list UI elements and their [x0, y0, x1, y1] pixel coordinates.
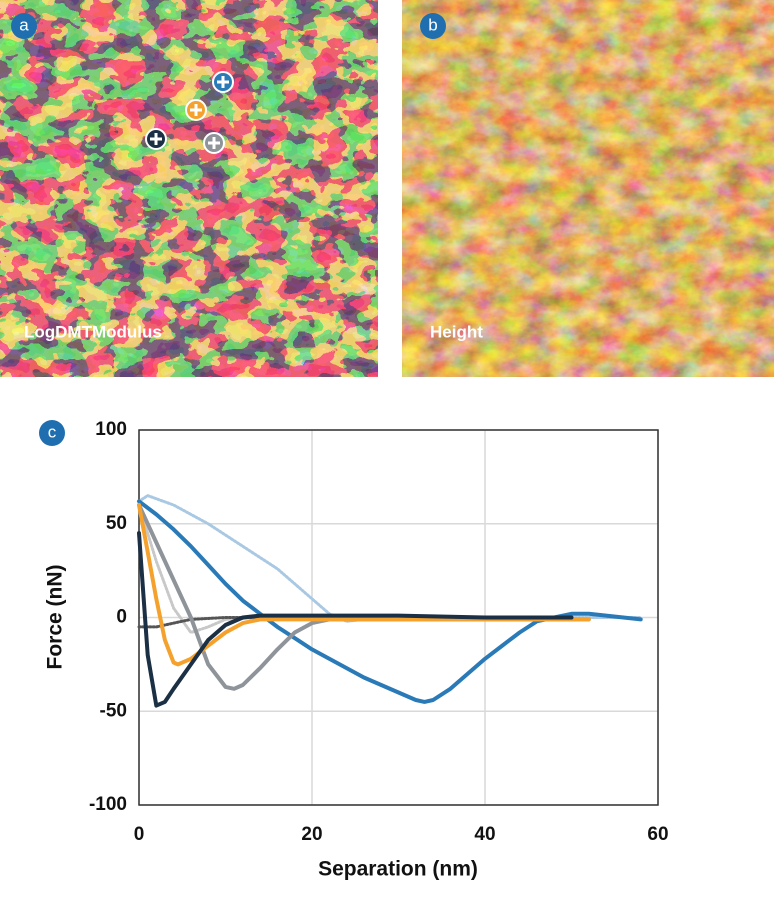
- panel-badge: [39, 420, 65, 446]
- y-tick-label: -50: [100, 700, 127, 721]
- markers: [145, 71, 234, 154]
- x-tick-label: 0: [134, 824, 145, 845]
- panel-label: b: [428, 15, 437, 34]
- panel-badge: [420, 13, 446, 39]
- y-axis-title: Force (nN): [44, 565, 67, 670]
- y-tick-label: 0: [116, 607, 127, 628]
- series-line: [137, 503, 591, 691]
- image-caption: LogDMTModulus: [24, 322, 162, 341]
- panel-badge: [11, 13, 37, 39]
- x-axis-title: Separation (nm): [318, 858, 478, 881]
- y-tick-label: 100: [95, 419, 127, 440]
- panel-label: a: [19, 15, 29, 34]
- x-tick-label: 60: [647, 824, 668, 845]
- image-caption: Height: [430, 322, 483, 341]
- x-tick-label: 20: [301, 824, 322, 845]
- panel-label: c: [48, 422, 57, 441]
- x-tick-label: 40: [474, 824, 495, 845]
- modulus-image: [0, 0, 378, 377]
- y-tick-label: -100: [89, 794, 127, 815]
- series-line: [137, 494, 643, 623]
- y-tick-label: 50: [106, 513, 127, 534]
- series-line: [137, 503, 591, 667]
- plot-frame: [138, 429, 659, 806]
- height-image: [402, 0, 774, 377]
- series-line: [137, 531, 574, 708]
